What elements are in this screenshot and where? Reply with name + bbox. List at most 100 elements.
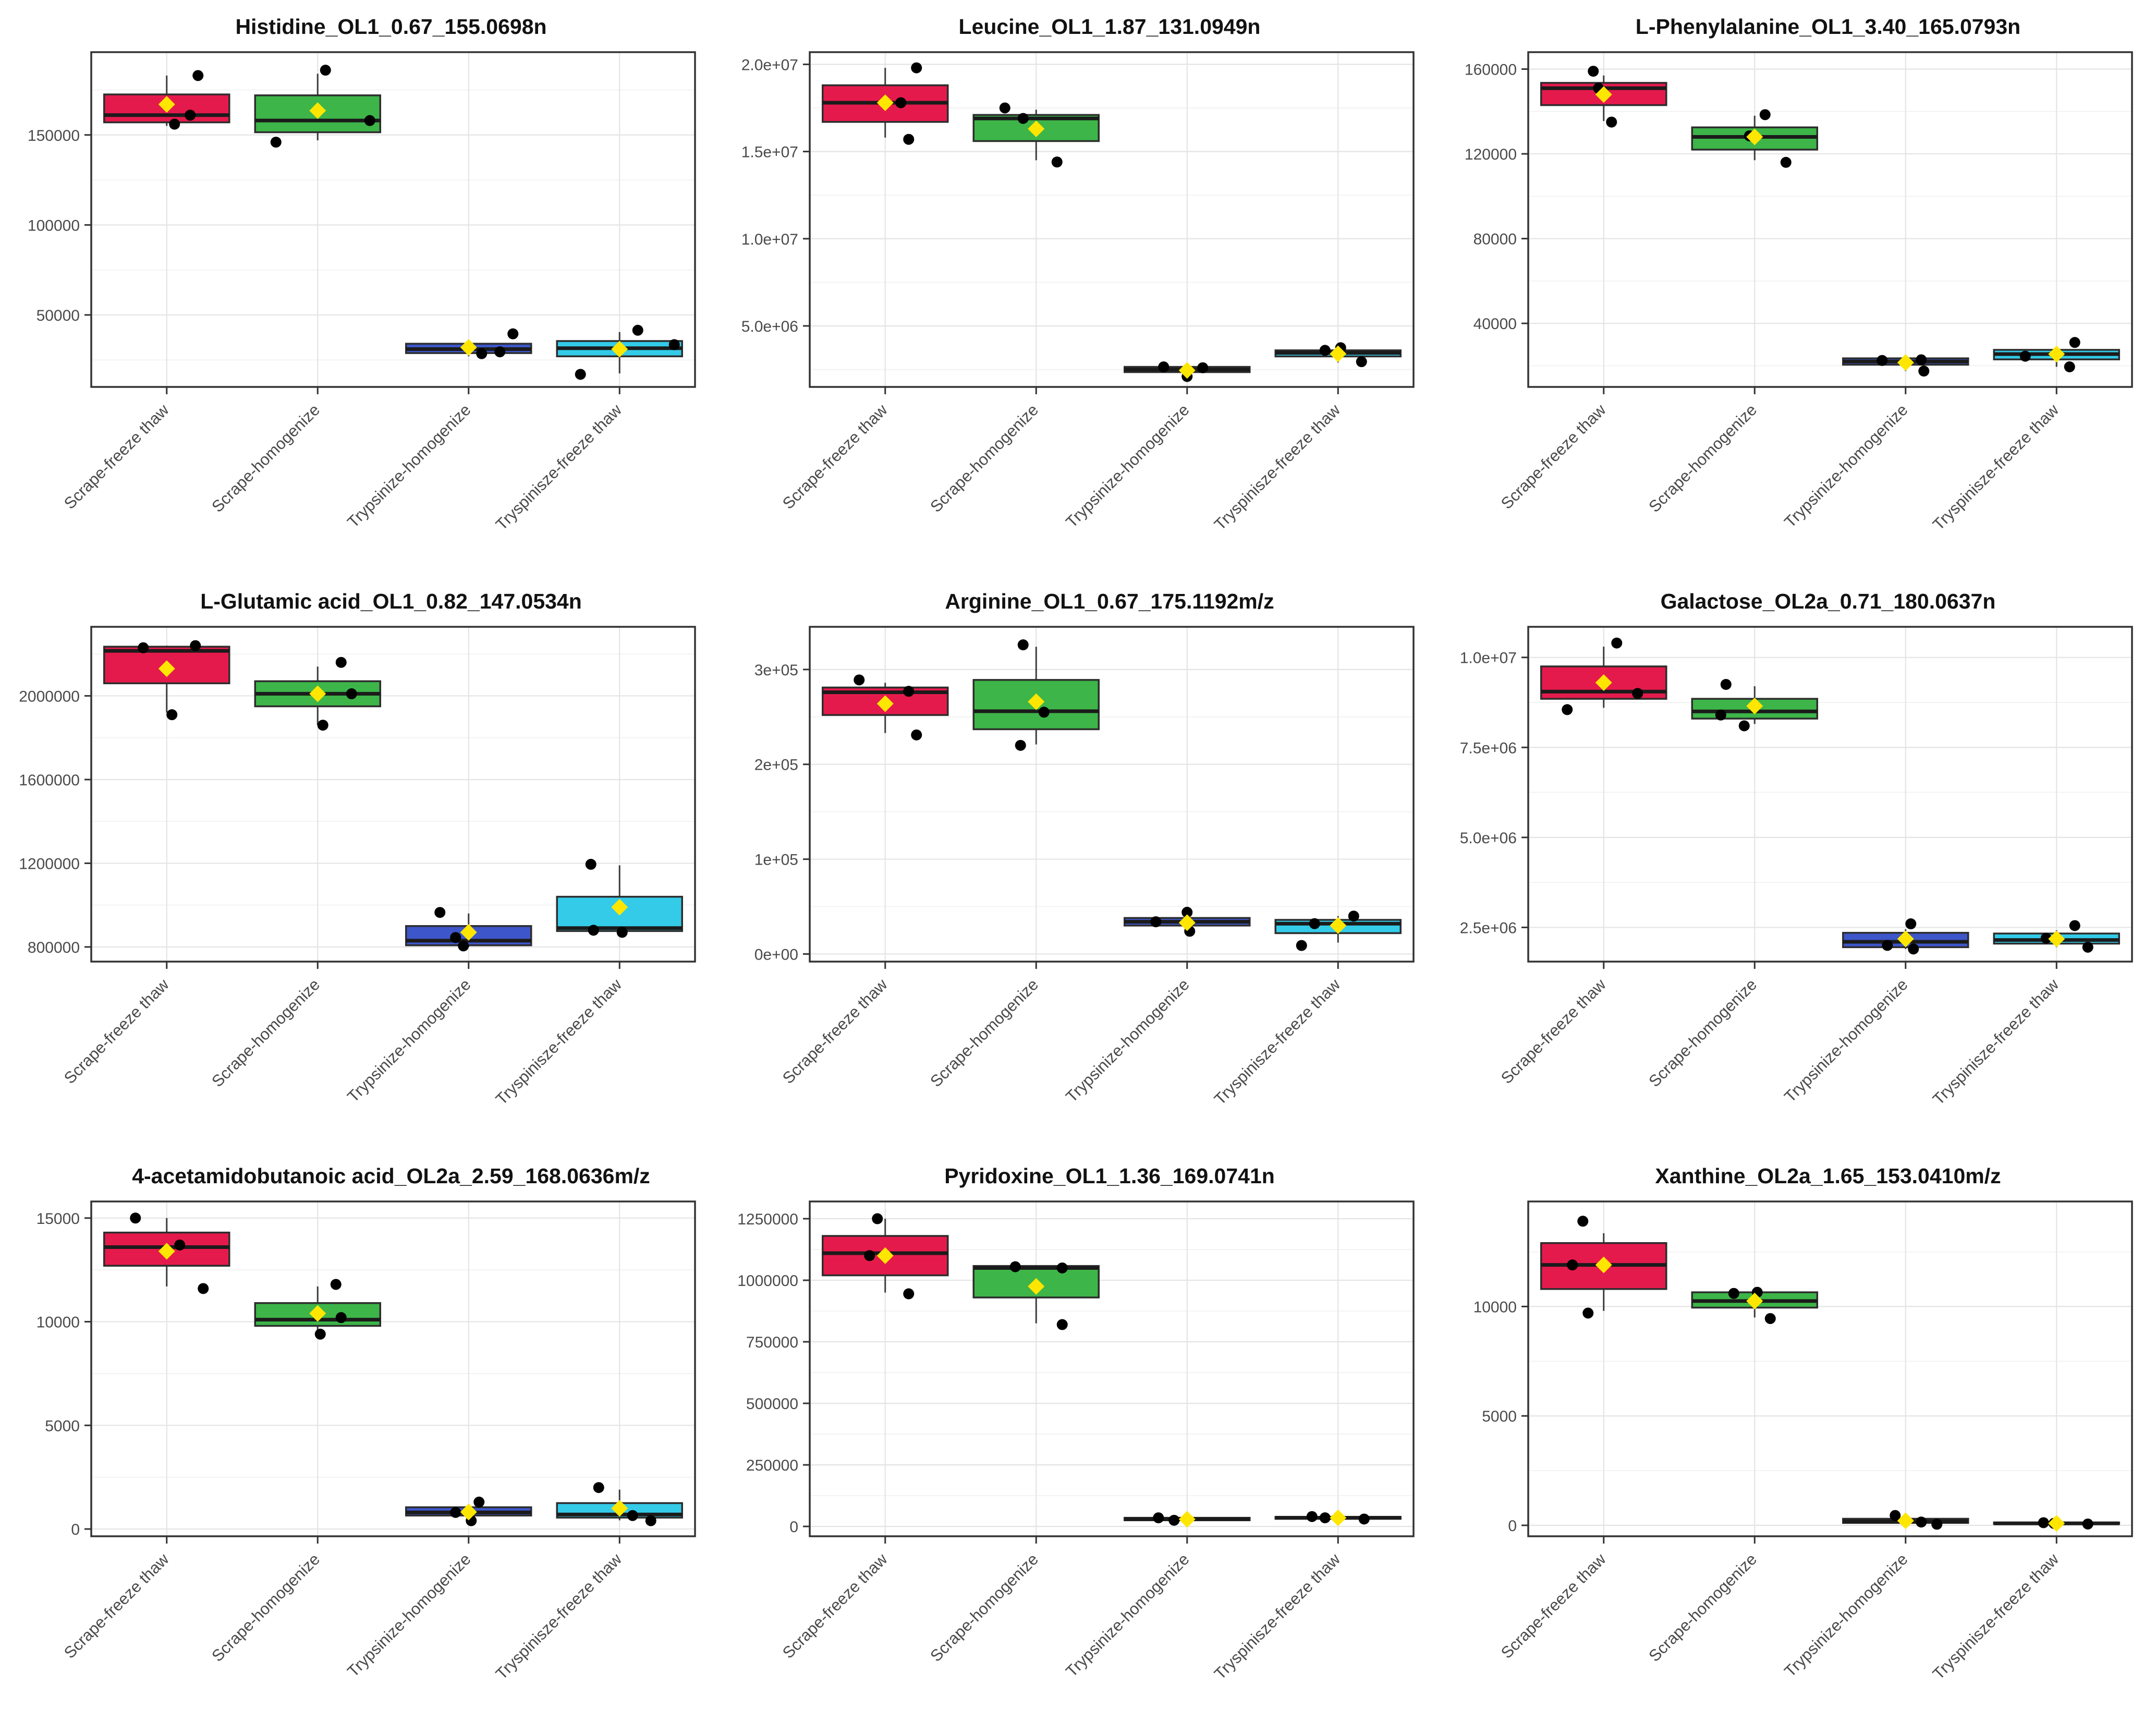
data-point	[169, 118, 180, 130]
data-point	[1158, 361, 1170, 373]
y-tick-label: 120000	[1465, 146, 1517, 163]
y-tick-label: 5.0e+06	[741, 318, 798, 335]
panel-title: L-Phenylalanine_OL1_3.40_165.0793n	[1635, 15, 2021, 39]
y-tick-label: 5000	[45, 1417, 80, 1435]
y-tick-label: 1000000	[737, 1272, 798, 1290]
data-point	[1168, 1514, 1180, 1526]
y-tick-label: 1600000	[19, 772, 80, 789]
mean-diamond	[1028, 693, 1045, 710]
panel-acetamidobutanoic-acid: 0 5000 10000 15000 Scrape-freeze thaw Scrape-…	[0, 1149, 718, 1724]
x-category-label: Scrape-homogenize	[1645, 975, 1760, 1090]
mean-diamond	[1178, 1511, 1196, 1528]
data-point	[1567, 1259, 1578, 1271]
data-point	[1780, 156, 1792, 168]
y-tick-label: 0	[1508, 1517, 1517, 1535]
data-point	[190, 640, 201, 651]
plot-background	[810, 627, 1414, 962]
y-tick-label: 1.5e+07	[741, 144, 798, 161]
data-point	[1051, 156, 1063, 168]
data-point	[317, 720, 328, 731]
data-point	[1296, 940, 1307, 951]
data-point	[903, 133, 915, 145]
data-point	[198, 1283, 209, 1294]
plot-frame	[90, 626, 696, 963]
mean-diamond	[1746, 697, 1763, 714]
plot-frame	[90, 51, 696, 388]
y-tick-label: 3e+05	[754, 662, 798, 679]
x-category-label: Scrape-freeze thaw	[779, 975, 891, 1087]
data-point	[864, 1250, 875, 1261]
data-point	[192, 70, 204, 81]
data-point	[507, 328, 519, 339]
boxplot-galactose: 2.5e+06 5.0e+06 7.5e+06 1.0e+07 Scrape-freez…	[1460, 626, 2133, 1109]
mean-diamond	[1330, 1509, 1347, 1526]
y-tick-label: 15000	[36, 1210, 80, 1228]
data-point	[1916, 354, 1927, 366]
data-point	[1348, 910, 1359, 922]
y-tick-label: 800000	[28, 939, 80, 956]
x-category-label: Scrape-homogenize	[1645, 400, 1760, 516]
data-point	[585, 858, 596, 870]
data-point	[1918, 366, 1930, 377]
mean-diamond	[876, 1247, 894, 1264]
mean-diamond	[1178, 914, 1196, 931]
x-category-label: Scrape-freeze thaw	[1497, 400, 1610, 513]
mean-diamond	[611, 341, 628, 358]
boxplot-arginine: 0e+00 1e+05 2e+05 3e+05 Scrape-freeze thaw Sc…	[754, 626, 1415, 1109]
x-category-label: Trypsinize-homogenize	[1781, 975, 1911, 1106]
x-category-label: Tryspinisze-freeze thaw	[1929, 975, 2063, 1109]
x-category-label: Scrape-homogenize	[927, 1550, 1042, 1665]
y-tick-label: 1.0e+07	[1460, 650, 1517, 667]
data-point	[166, 709, 178, 721]
data-point	[335, 1312, 347, 1324]
data-point	[911, 62, 922, 74]
data-point	[494, 346, 506, 358]
data-point	[1181, 906, 1193, 918]
panel-title: L-Glutamic acid_OL1_0.82_147.0534n	[200, 589, 582, 613]
data-point	[1916, 1516, 1927, 1528]
data-point	[668, 339, 680, 350]
y-tick-label: 1250000	[737, 1211, 798, 1228]
x-category-label: Trypsinize-homogenize	[344, 1550, 474, 1681]
plot-frame	[809, 626, 1415, 963]
panel-phenylalanine: 40000 80000 120000 160000 Scrape-freeze thaw…	[1437, 0, 2155, 575]
panel-histidine: 50000 100000 150000 Scrape-freeze thaw Scrap…	[0, 0, 718, 575]
data-point	[346, 688, 357, 699]
data-point	[476, 348, 488, 359]
x-category-label: Tryspinisze-freeze thaw	[492, 400, 626, 534]
mean-diamond	[1330, 345, 1347, 362]
data-point	[854, 674, 865, 686]
y-tick-label: 10000	[36, 1314, 80, 1331]
panel-pyridoxine: 0 250000 500000 750000 1000000 1250000 Scrape-…	[718, 1149, 1437, 1724]
y-tick-label: 500000	[746, 1395, 798, 1413]
data-point	[2019, 350, 2031, 362]
boxplot-pyridoxine: 0 250000 500000 750000 1000000 1250000 Scrape-…	[737, 1200, 1415, 1683]
mean-diamond	[1028, 1278, 1045, 1295]
x-category-label: Scrape-homogenize	[1645, 1550, 1760, 1665]
y-tick-label: 1.0e+07	[741, 231, 798, 248]
mean-diamond	[1746, 128, 1763, 145]
boxplot-histidine: 50000 100000 150000 Scrape-freeze thaw Scrap…	[28, 51, 696, 534]
panel-title: Histidine_OL1_0.67_155.0698n	[235, 15, 547, 39]
data-point	[911, 729, 922, 740]
mean-diamond	[1595, 674, 1612, 691]
data-point	[575, 369, 586, 380]
x-category-label: Scrape-homogenize	[208, 975, 323, 1090]
data-point	[903, 686, 915, 697]
data-point	[1356, 356, 1367, 368]
mean-diamond	[611, 1500, 628, 1517]
x-category-label: Scrape-freeze thaw	[60, 975, 173, 1087]
data-point	[2082, 941, 2093, 953]
y-tick-label: 100000	[28, 217, 80, 234]
y-tick-label: 2e+05	[754, 757, 798, 774]
mean-diamond	[1595, 1256, 1612, 1273]
data-point	[364, 115, 375, 126]
panel-arginine: 0e+00 1e+05 2e+05 3e+05 Scrape-freeze thaw Sc…	[718, 575, 1437, 1149]
mean-diamond	[611, 899, 628, 916]
mean-diamond	[460, 924, 477, 941]
data-point	[473, 1496, 485, 1508]
boxplot-phenylalanine: 40000 80000 120000 160000 Scrape-freeze thaw…	[1465, 51, 2133, 534]
mean-diamond	[1595, 86, 1612, 103]
mean-diamond	[1897, 354, 1914, 371]
